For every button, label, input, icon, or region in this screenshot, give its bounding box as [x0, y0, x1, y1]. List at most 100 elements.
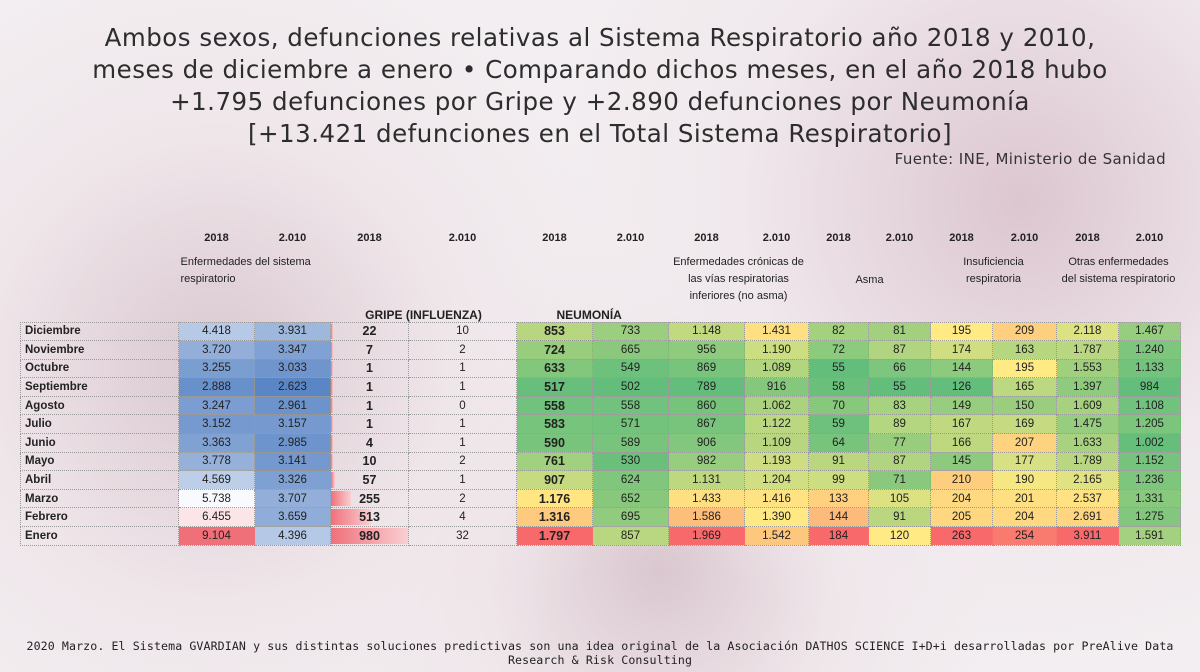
value-cell: 2.985: [254, 433, 331, 453]
gripe-2018-cell: 1: [330, 395, 409, 416]
value-cell: 32: [408, 526, 517, 546]
value-cell: 1.797: [516, 526, 593, 546]
gripe-bar: [331, 453, 333, 470]
value-cell: 982: [668, 451, 745, 472]
table-row: Septiembre 2.888 2.623 1 1 517 502 789 916 58 55 12…: [20, 377, 1181, 397]
table-body: Diciembre 4.418 3.931 22 10 853 733 1.148 1.431 8…: [20, 321, 1181, 546]
value-cell: 652: [592, 488, 669, 509]
value-cell: 209: [992, 321, 1057, 342]
value-cell: 91: [868, 507, 931, 528]
value-cell: 633: [516, 358, 593, 379]
value-cell: 1.204: [744, 470, 809, 490]
month-label: Marzo: [20, 488, 179, 509]
table-row: Julio 3.152 3.157 1 1 583 571 867 1.122 59 89 167 16…: [20, 414, 1181, 435]
value-cell: 1.633: [1056, 433, 1119, 453]
value-cell: 2.691: [1056, 507, 1119, 528]
year-header: 2.010: [885, 232, 914, 244]
data-table: 2018 2.010 2018 2.010 2018 2.010 2018 2.…: [20, 226, 1181, 546]
value-cell: 558: [592, 395, 669, 416]
value-cell: 1.591: [1118, 526, 1181, 546]
value-cell: 89: [868, 414, 931, 435]
value-cell: 3.157: [254, 414, 331, 435]
value-cell: 860: [668, 395, 745, 416]
value-cell: 83: [868, 395, 931, 416]
value-cell: 55: [868, 377, 931, 397]
value-cell: 571: [592, 414, 669, 435]
value-cell: 695: [592, 507, 669, 528]
value-cell: 177: [992, 451, 1057, 472]
value-cell: 724: [516, 340, 593, 360]
value-cell: 1.193: [744, 451, 809, 472]
value-cell: 867: [668, 414, 745, 435]
value-cell: 0: [408, 395, 517, 416]
gripe-bar: [331, 323, 333, 340]
value-cell: 853: [516, 321, 593, 342]
value-cell: 149: [930, 395, 993, 416]
value-cell: 105: [868, 488, 931, 509]
gripe-bar: [331, 416, 333, 433]
gripe-bar: [331, 342, 333, 358]
value-cell: 210: [930, 470, 993, 490]
value-cell: 1.316: [516, 507, 593, 528]
value-cell: 163: [992, 340, 1057, 360]
gripe-bar: [331, 490, 352, 507]
table-row: Junio 3.363 2.985 4 1 590 589 906 1.109 64 77 166 20…: [20, 433, 1181, 453]
gripe-value: 1: [366, 380, 373, 395]
gripe-2018-cell: 1: [330, 358, 409, 379]
value-cell: 87: [868, 340, 931, 360]
gripe-bar: [331, 435, 333, 451]
value-cell: 263: [930, 526, 993, 546]
value-cell: 869: [668, 358, 745, 379]
month-label: Agosto: [20, 395, 179, 416]
table-row: Marzo 5.738 3.707 255 2 1.176 652 1.433 1.416 133…: [20, 488, 1181, 509]
group-label-otras: Otras enfermedades del sistema respirato…: [1061, 256, 1176, 285]
value-cell: 150: [992, 395, 1057, 416]
gripe-2018-cell: 1: [330, 377, 409, 397]
gripe-value: 1: [366, 361, 373, 376]
value-cell: 1: [408, 377, 517, 397]
year-header: 2.010: [762, 232, 791, 244]
value-cell: 2.623: [254, 377, 331, 397]
title-line-4: [+13.421 defunciones en el Total Sistema…: [247, 119, 953, 148]
year-header: 2.010: [278, 232, 307, 244]
value-cell: 10: [408, 321, 517, 342]
value-cell: 1.553: [1056, 358, 1119, 379]
group-label-respiratorio: Enfermedades del sistema respiratorio: [180, 256, 311, 285]
value-cell: 4: [408, 507, 517, 528]
value-cell: 1.089: [744, 358, 809, 379]
gripe-value: 513: [359, 510, 380, 525]
group-label-cronicas: Enfermedades crónicas de las vías respir…: [673, 256, 804, 302]
value-cell: 1.133: [1118, 358, 1181, 379]
value-cell: 590: [516, 433, 593, 453]
group-label-neumonia: NEUMONÍA: [556, 307, 622, 322]
value-cell: 3.141: [254, 451, 331, 472]
value-cell: 1.397: [1056, 377, 1119, 397]
month-label: Junio: [20, 433, 179, 453]
value-cell: 254: [992, 526, 1057, 546]
value-cell: 530: [592, 451, 669, 472]
value-cell: 1.969: [668, 526, 745, 546]
value-cell: 517: [516, 377, 593, 397]
table-row: Mayo 3.778 3.141 10 2 761 530 982 1.193 91 87 145 17…: [20, 451, 1181, 472]
value-cell: 3.720: [178, 340, 255, 360]
month-label: Enero: [20, 526, 179, 546]
table-row: Febrero 6.455 3.659 513 4 1.316 695 1.586 1.390 1…: [20, 507, 1181, 528]
source-note: Fuente: INE, Ministerio de Sanidad: [894, 150, 1166, 168]
value-cell: 1.205: [1118, 414, 1181, 435]
value-cell: 2.888: [178, 377, 255, 397]
year-header: 2018: [204, 232, 229, 244]
value-cell: 4.418: [178, 321, 255, 342]
corner-cell: [21, 226, 179, 250]
gripe-value: 7: [366, 342, 373, 357]
value-cell: 2: [408, 451, 517, 472]
value-cell: 59: [808, 414, 869, 435]
value-cell: 3.347: [254, 340, 331, 360]
year-header: 2018: [949, 232, 974, 244]
value-cell: 984: [1118, 377, 1181, 397]
value-cell: 1.609: [1056, 395, 1119, 416]
year-header: 2.010: [616, 232, 645, 244]
value-cell: 2.118: [1056, 321, 1119, 342]
table-row: Abril 4.569 3.326 57 1 907 624 1.131 1.204 99 71 21…: [20, 470, 1181, 490]
value-cell: 3.033: [254, 358, 331, 379]
value-cell: 589: [592, 433, 669, 453]
